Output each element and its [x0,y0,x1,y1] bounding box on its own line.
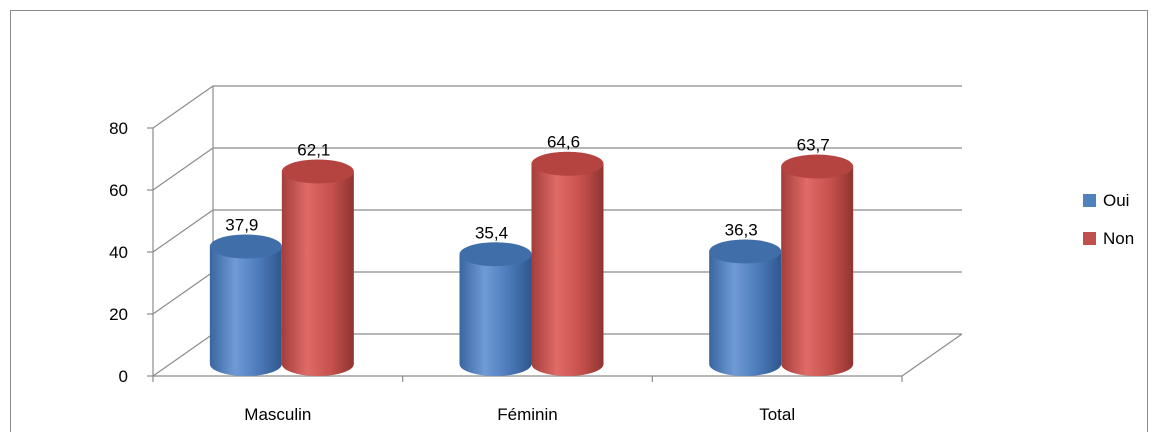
legend-swatch [1083,232,1096,245]
bar-non [281,159,354,376]
y-tick-label: 60 [109,181,128,200]
bar-body [209,246,282,376]
bar-top [781,154,854,179]
bar-oui [209,234,282,376]
bar-body [709,251,782,376]
legend-swatch [1083,194,1096,207]
legend-label: Oui [1103,191,1129,210]
bar-top [709,239,782,264]
bar-non [781,154,854,376]
legend: Oui Non [1083,191,1134,248]
bars [209,151,854,376]
y-tick-label: 80 [109,119,128,138]
x-tick-label: Féminin [497,405,557,424]
bar-top [281,159,354,184]
x-tick-label: Masculin [244,405,311,424]
bar-body [781,166,854,376]
bar-top [459,242,532,267]
data-label: 36,3 [725,220,758,239]
data-label: 64,6 [547,133,580,152]
bar-body [459,254,532,376]
bar-top [531,151,604,176]
data-label: 35,4 [475,223,508,242]
gridline [152,85,962,129]
x-tick-label: Total [759,405,795,424]
bar-non [531,151,604,376]
y-tick-label: 20 [109,305,128,324]
y-tick-label: 40 [109,243,128,262]
bar-body [281,171,354,376]
bar-top [209,234,282,259]
data-labels: 37,9 62,1 35,4 64,6 36,3 63,7 [225,133,829,243]
y-tick-label: 0 [119,367,128,386]
data-label: 37,9 [225,216,258,235]
axes: 0 20 40 60 80 Masculin Féminin Total [109,86,963,424]
legend-label: Non [1103,229,1134,248]
bar-oui [459,242,532,376]
data-label: 62,1 [297,140,330,159]
bar-body [531,163,604,376]
data-label: 63,7 [797,136,830,155]
bar-oui [709,239,782,376]
